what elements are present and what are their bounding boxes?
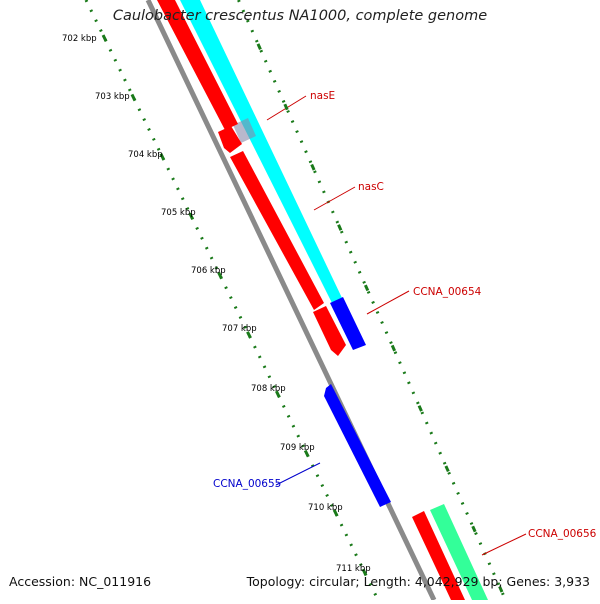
tick-label: 702 kbp [62, 34, 97, 44]
major-tick [361, 568, 367, 576]
inner-tick-ring [84, 0, 380, 601]
tick-label: 703 kbp [95, 92, 130, 102]
ccna-00655-connector [275, 462, 321, 486]
cds-nasE-arrow[interactable] [218, 126, 242, 153]
cds-nasC[interactable] [230, 151, 324, 310]
major-tick [159, 153, 165, 160]
tick-label: 709 kbp [280, 443, 315, 453]
gene-label-ccna-00655[interactable]: CCNA_00655 [213, 478, 281, 490]
major-tick [246, 331, 252, 338]
major-tick [390, 344, 397, 352]
gene-label-ccna-00656[interactable]: CCNA_00656 [528, 528, 597, 540]
major-tick [337, 224, 343, 231]
tick-label: 710 kbp [308, 503, 343, 513]
gene-label-nasC[interactable]: nasC [358, 181, 384, 193]
major-tick [471, 525, 477, 533]
tick-labels: 702 kbp 703 kbp 704 kbp 705 kbp 706 kbp … [62, 34, 371, 574]
major-tick [417, 405, 423, 412]
major-tick [310, 163, 316, 171]
gene-track-overlap-shade [233, 118, 256, 143]
major-tick [332, 509, 339, 516]
major-tick [498, 585, 504, 593]
major-tick [363, 284, 370, 292]
tick-label: 704 kbp [128, 150, 163, 160]
cds-ccna-00654[interactable] [313, 306, 346, 356]
tick-label: 705 kbp [161, 208, 196, 218]
ccna-00654-connector [366, 290, 410, 315]
nasC-connector [313, 186, 356, 211]
genome-backbone [145, 0, 437, 602]
major-tick [444, 465, 450, 473]
tick-label: 707 kbp [222, 324, 257, 334]
cds-ccna-00655[interactable] [324, 384, 391, 507]
gene-label-nasE[interactable]: nasE [310, 90, 335, 102]
outer-major-ticks [256, 43, 504, 593]
tick-label: 708 kbp [251, 384, 286, 394]
major-tick [130, 93, 136, 101]
map-title: Caulobacter crescentus NA1000, complete … [112, 8, 488, 24]
inner-major-ticks [101, 34, 367, 576]
outer-tick-ring [236, 0, 509, 604]
tick-label: 711 kbp [336, 564, 371, 574]
accession-text: Accession: NC_011916 [9, 574, 152, 589]
gene-label-ccna-00654[interactable]: CCNA_00654 [413, 286, 482, 298]
major-tick [283, 103, 289, 111]
tick-label: 706 kbp [191, 266, 226, 276]
major-tick [188, 212, 194, 220]
gene-track-nasE-nasC[interactable] [180, 0, 343, 305]
major-tick [101, 34, 108, 42]
cds-ccna-00656-red[interactable] [412, 511, 465, 600]
major-tick [275, 390, 281, 398]
rna-ccna-00656[interactable] [430, 504, 488, 600]
major-tick [256, 43, 262, 50]
topology-text: Topology: circular; Length: 4,042,929 bp… [246, 574, 590, 589]
major-tick [303, 449, 310, 457]
major-tick [217, 271, 223, 279]
gene-track-ccna-00654[interactable] [330, 297, 366, 350]
cds-nasE-upper[interactable] [157, 0, 238, 130]
ccna-00656-connector [481, 533, 527, 556]
